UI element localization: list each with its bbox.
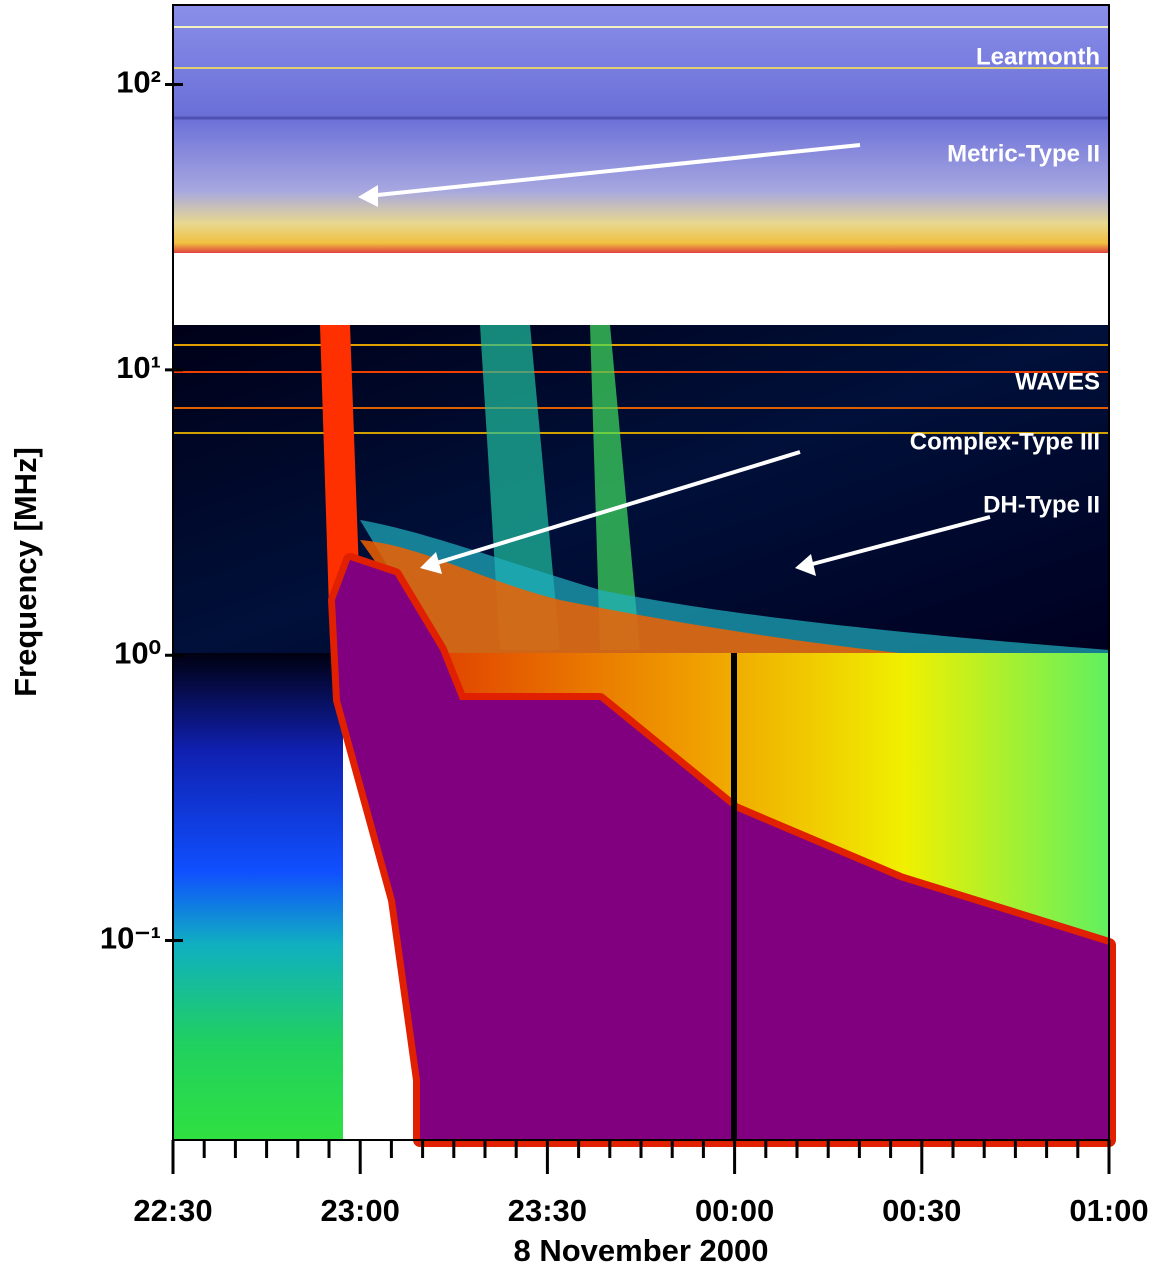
x-axis-label: 8 November 2000 — [513, 1233, 768, 1268]
y-tick-label: 10¹ — [116, 350, 161, 385]
x-tick-label: 01:00 — [1069, 1193, 1148, 1228]
annotation: WAVES — [1015, 368, 1100, 395]
y-tick-label: 10⁻¹ — [100, 921, 161, 956]
y-tick-label: 10⁰ — [114, 635, 161, 670]
spectrum-art — [172, 4, 1116, 1147]
x-tick-label: 00:30 — [882, 1193, 961, 1228]
x-tick-label: 23:00 — [321, 1193, 400, 1228]
x-tick-label: 22:30 — [133, 1193, 212, 1228]
annotation: Learmonth — [976, 43, 1100, 70]
annotation: Metric-Type II — [947, 140, 1100, 167]
x-tick-label: 00:00 — [695, 1193, 774, 1228]
y-tick-label: 10² — [116, 65, 161, 100]
annotation: DH-Type II — [983, 491, 1100, 518]
y-axis-label: Frequency [MHz] — [8, 447, 43, 697]
annotation: Complex-Type III — [910, 428, 1100, 455]
x-tick-label: 23:30 — [508, 1193, 587, 1228]
